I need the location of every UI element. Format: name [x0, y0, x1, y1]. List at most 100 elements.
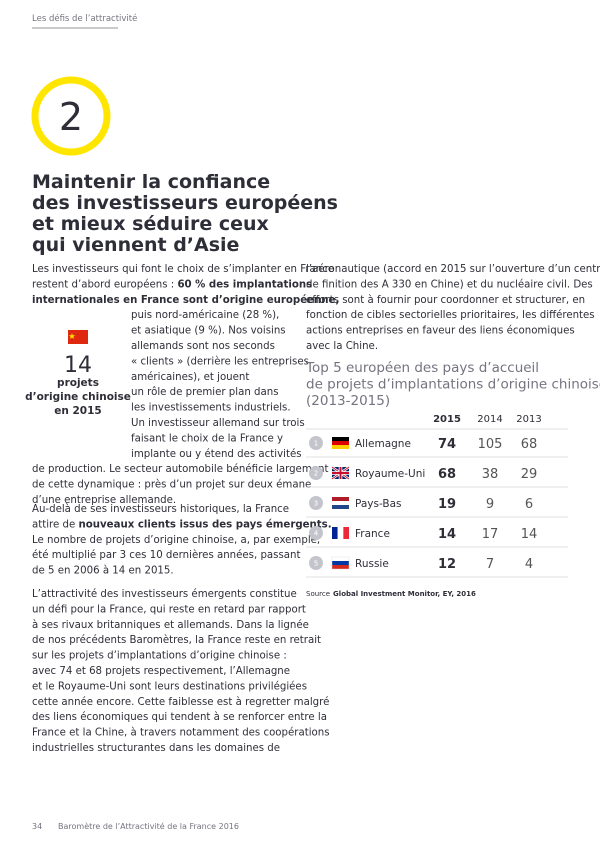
inset-label: en 2015 — [54, 405, 101, 417]
body-line: « clients » (derrière les entreprises — [131, 355, 309, 367]
country: Royaume-Uni — [355, 468, 425, 480]
chapter-number: 2 — [59, 95, 83, 139]
flag-stripe — [332, 557, 349, 561]
body-line: sur les projets d’implantations d’origin… — [32, 651, 287, 662]
flag-stripe — [332, 437, 349, 441]
flag-stripe — [343, 527, 350, 539]
text-run: attire de — [32, 519, 79, 530]
table-value: 74 — [438, 437, 456, 452]
table-value: 68 — [521, 437, 538, 452]
body-line: l’aéronautique (accord en 2015 sur l’ouv… — [306, 263, 600, 275]
rank-badge — [309, 556, 323, 570]
table-row: 5 Russie 12 7 4 — [306, 556, 568, 578]
table-value: 29 — [521, 467, 538, 482]
section-header: Les défis de l’attractivité — [32, 13, 137, 24]
body-line: américaines), et jouent — [131, 371, 249, 383]
rank-badge — [309, 496, 323, 510]
title-line: Maintenir la confiance — [32, 171, 270, 193]
chapter-badge — [31, 76, 111, 156]
body-line: de 5 en 2006 à 14 en 2015. — [32, 565, 174, 577]
source-note: Source Global Investment Monitor, EY, 201… — [306, 590, 476, 598]
table-value: 4 — [525, 557, 533, 572]
flag-stripe — [332, 501, 349, 505]
body-line: Le nombre de projets d’origine chinoise,… — [32, 535, 320, 546]
title-line: des investisseurs européens — [32, 192, 338, 214]
table-value: 6 — [525, 497, 533, 512]
body-line: Les investisseurs qui font le choix de s… — [32, 264, 334, 275]
table-title-line: Top 5 européen des pays d’accueil — [305, 360, 539, 376]
body-line: attire de nouveaux clients issus des pay… — [32, 518, 332, 530]
flag-stripe — [332, 527, 338, 539]
table-value: 17 — [482, 527, 499, 542]
body-line: Au-delà de ses investisseurs historiques… — [32, 503, 289, 515]
flag-cross-red — [332, 467, 349, 479]
body-line: L’attractivité des investisseurs émergen… — [32, 588, 297, 600]
flag-stripe — [332, 445, 349, 449]
inset-label: d’origine chinoise — [25, 391, 131, 403]
column-header: 2014 — [477, 414, 502, 425]
body-line: à ses rivaux britanniques et allemands. … — [32, 619, 309, 631]
rank: 5 — [314, 560, 318, 568]
body-line: actions entreprises en faveur des liens … — [306, 325, 575, 337]
body-line: restent d’abord européens : 60 % des imp… — [32, 278, 312, 290]
publication-name: Baromètre de l’Attractivité de la France… — [58, 821, 239, 831]
rank-badge — [309, 436, 323, 450]
body-line: d’une entreprise allemande. — [32, 495, 176, 506]
rank-badge — [309, 526, 323, 540]
rank-badge — [309, 466, 323, 480]
source-label: Source — [306, 590, 330, 598]
body-line: de production. Le secteur automobile bén… — [32, 463, 328, 475]
body-line: des liens économiques qui tendent à se r… — [32, 711, 327, 723]
column-header: 2015 — [433, 414, 461, 425]
inset-label: projets — [57, 377, 99, 389]
flag-stripe — [337, 527, 344, 539]
body-line: de cette dynamique : près d’un projet su… — [32, 479, 311, 491]
table-row: 3 Pays-Bas 19 9 6 — [306, 496, 568, 518]
body-line: un défi pour la France, qui reste en ret… — [32, 603, 306, 615]
inset-value: 14 — [64, 353, 92, 378]
table-value: 14 — [521, 527, 538, 542]
flag-border — [331, 556, 350, 570]
table-value: 19 — [438, 497, 456, 512]
title-line: et mieux séduire ceux — [32, 213, 269, 235]
table-row: 2 Royaume-Uni 68 38 29 — [306, 466, 568, 488]
body-line: avec la Chine. — [306, 341, 378, 352]
flag-stripe — [332, 561, 349, 565]
table-value: 12 — [438, 557, 456, 572]
flag-stripe — [332, 497, 349, 501]
country: Pays-Bas — [355, 498, 402, 510]
body-line: allemands sont nos seconds — [131, 341, 275, 352]
text-run: restent d’abord européens : — [32, 278, 177, 290]
body-line: faisant le choix de la France y — [131, 433, 283, 444]
table-value: 38 — [482, 467, 499, 482]
body-line: été multiplié par 3 ces 10 dernières ann… — [32, 549, 300, 561]
flag-stripe — [332, 441, 349, 445]
rank: 3 — [314, 500, 318, 508]
table-value: 105 — [478, 437, 503, 452]
body-line: cette année encore. Cette faiblesse est … — [32, 696, 329, 708]
body-line: Un investisseur allemand sur trois — [131, 418, 305, 429]
flag-stripe — [332, 505, 349, 509]
country: Russie — [355, 558, 389, 570]
body-line: puis nord-américaine (28 %), — [131, 309, 279, 321]
table-value: 9 — [486, 497, 494, 512]
rank: 4 — [314, 530, 319, 538]
bold-run: internationales en France sont d’origine… — [32, 294, 339, 306]
flag-star — [68, 333, 76, 339]
table-row: 4 France 14 17 14 — [306, 526, 568, 548]
body-line: et asiatique (9 %). Nos voisins — [131, 326, 286, 337]
source-text: Global Investment Monitor, EY, 2016 — [333, 590, 476, 598]
country: France — [355, 528, 390, 540]
body-line: internationales en France sont d’origine… — [32, 294, 339, 306]
table-row: 1 Allemagne 74 105 68 — [306, 436, 568, 458]
body-line: efforts sont à fournir pour coordonner e… — [306, 294, 585, 306]
table-value: 14 — [438, 527, 456, 542]
table-value: 7 — [486, 557, 494, 572]
rank: 1 — [314, 440, 318, 448]
china-flag — [68, 330, 88, 344]
body-line: implante ou y étend des activités — [131, 448, 302, 460]
body-line: de nos précédents Baromètres, la France … — [32, 634, 321, 646]
